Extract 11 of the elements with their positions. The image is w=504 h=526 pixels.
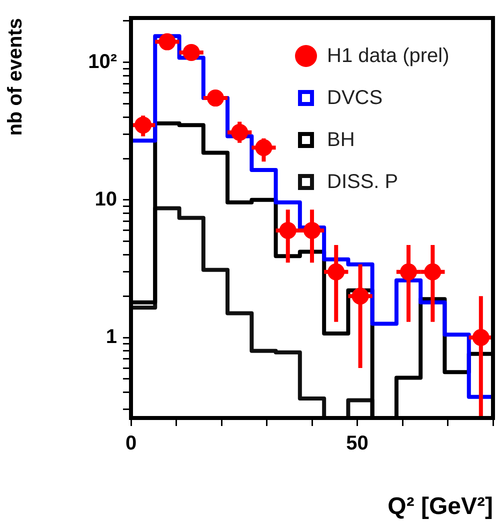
legend-label: DISS. P: [327, 170, 398, 194]
y-tick-label: 10²: [88, 50, 118, 73]
legend-label: DVCS: [327, 86, 383, 110]
y-tick-label: 1: [106, 326, 117, 348]
legend-label: BH: [327, 128, 355, 152]
x-tick-label: 0: [125, 432, 137, 455]
legend-label: H1 data (prel): [327, 44, 450, 68]
x-axis-title: Q² [GeV²]: [388, 493, 493, 520]
x-tick-label: 50: [346, 432, 368, 455]
y-axis-title: nb of events: [4, 18, 27, 136]
y-tick-label: 10: [94, 188, 117, 210]
